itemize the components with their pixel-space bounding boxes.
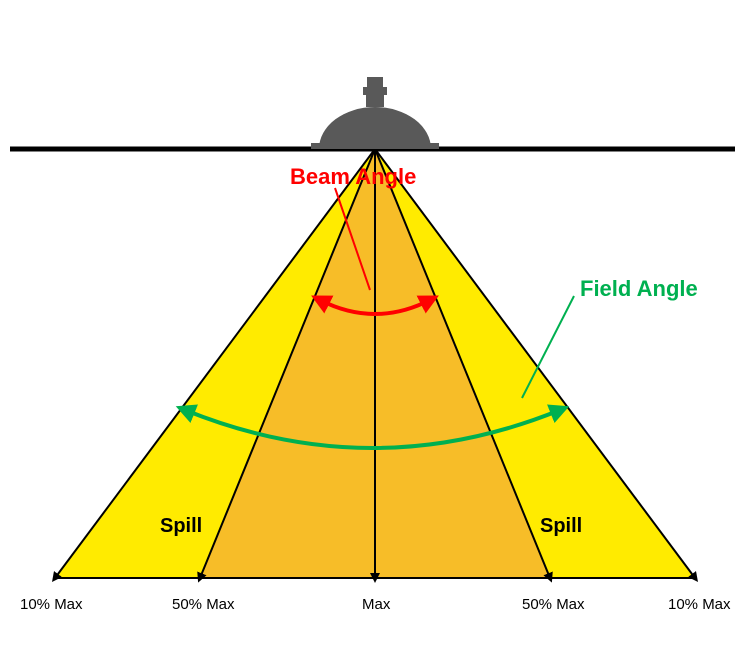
beam-angle-diagram xyxy=(0,0,750,650)
field-angle-label: Field Angle xyxy=(580,276,698,302)
tick-max: Max xyxy=(362,596,390,613)
light-fixture-icon xyxy=(311,77,439,149)
tick-10-left: 10% Max xyxy=(20,596,83,613)
spill-right-label: Spill xyxy=(540,515,582,538)
tick-50-left: 50% Max xyxy=(172,596,235,613)
tick-50-right: 50% Max xyxy=(522,596,585,613)
beam-angle-label: Beam Angle xyxy=(290,164,416,190)
spill-left-label: Spill xyxy=(160,515,202,538)
tick-10-right: 10% Max xyxy=(668,596,731,613)
